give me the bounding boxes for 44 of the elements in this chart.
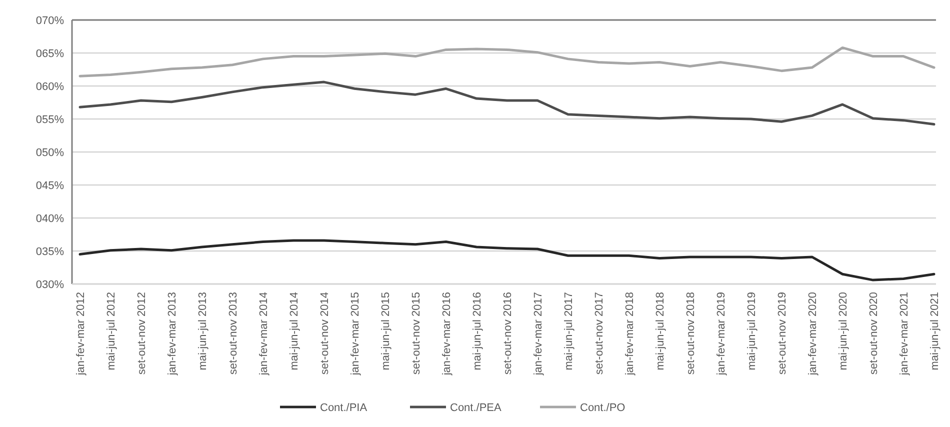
x-tick-label: mai-jun-jul 2019 bbox=[746, 292, 758, 370]
x-tick-label: mai-jun-jul 2018 bbox=[654, 292, 666, 370]
line-series bbox=[78, 80, 936, 126]
x-tick-label: jan-fev-mar 2015 bbox=[350, 292, 362, 376]
line-series bbox=[78, 239, 936, 282]
x-tick-label: jan-fev-mar 2013 bbox=[166, 292, 178, 376]
x-tick-label: mai-jun-jul 2013 bbox=[197, 292, 209, 370]
y-tick-label: 035% bbox=[36, 246, 64, 258]
x-tick-label: jan-fev-mar 2019 bbox=[716, 292, 728, 376]
x-tick-label: jan-fev-mar 2012 bbox=[75, 292, 87, 376]
x-tick-label: jan-fev-mar 2020 bbox=[807, 292, 819, 376]
x-tick-label: mai-jun-jul 2020 bbox=[838, 292, 850, 370]
x-tick-label: set-out-nov 2012 bbox=[136, 292, 148, 375]
y-tick-label: 030% bbox=[36, 278, 64, 291]
x-tick-label: mai-jun-jul 2017 bbox=[563, 292, 575, 370]
x-tick-label: jan-fev-mar 2021 bbox=[898, 292, 910, 376]
legend-label: Cont./PO bbox=[580, 402, 626, 414]
x-tick-label: mai-jun-jul 2021 bbox=[929, 292, 941, 370]
x-tick-label: set-out-nov 2015 bbox=[410, 292, 422, 375]
y-tick-label: 040% bbox=[36, 212, 64, 225]
x-tick-label: mai-jun-jul 2012 bbox=[106, 292, 118, 370]
x-tick-label: set-out-nov 2020 bbox=[868, 292, 880, 375]
x-tick-label: set-out-nov 2014 bbox=[319, 292, 331, 375]
x-tick-label: set-out-nov 2017 bbox=[594, 292, 606, 375]
y-tick-label: 055% bbox=[36, 114, 64, 126]
legend-label: Cont./PIA bbox=[320, 402, 368, 414]
x-tick-label: set-out-nov 2013 bbox=[228, 292, 240, 375]
y-tick-label: 045% bbox=[36, 180, 64, 192]
x-tick-label: mai-jun-jul 2015 bbox=[380, 292, 392, 370]
x-tick-label: jan-fev-mar 2018 bbox=[624, 292, 636, 376]
x-tick-label: set-out-nov 2016 bbox=[502, 292, 514, 375]
x-tick-label: jan-fev-mar 2017 bbox=[532, 292, 544, 376]
x-tick-label: set-out-nov 2019 bbox=[776, 292, 788, 375]
y-tick-label: 060% bbox=[36, 80, 64, 93]
x-tick-label: mai-jun-jul 2014 bbox=[288, 292, 300, 370]
x-tick-label: mai-jun-jul 2016 bbox=[472, 292, 484, 370]
x-tick-label: set-out-nov 2018 bbox=[685, 292, 697, 375]
line-series bbox=[78, 46, 936, 78]
y-tick-label: 065% bbox=[36, 48, 64, 60]
y-tick-label: 070% bbox=[36, 14, 64, 27]
y-tick-label: 050% bbox=[36, 146, 64, 159]
x-tick-label: jan-fev-mar 2014 bbox=[258, 292, 270, 376]
legend-label: Cont./PEA bbox=[450, 402, 502, 414]
x-tick-label: jan-fev-mar 2016 bbox=[441, 292, 453, 376]
